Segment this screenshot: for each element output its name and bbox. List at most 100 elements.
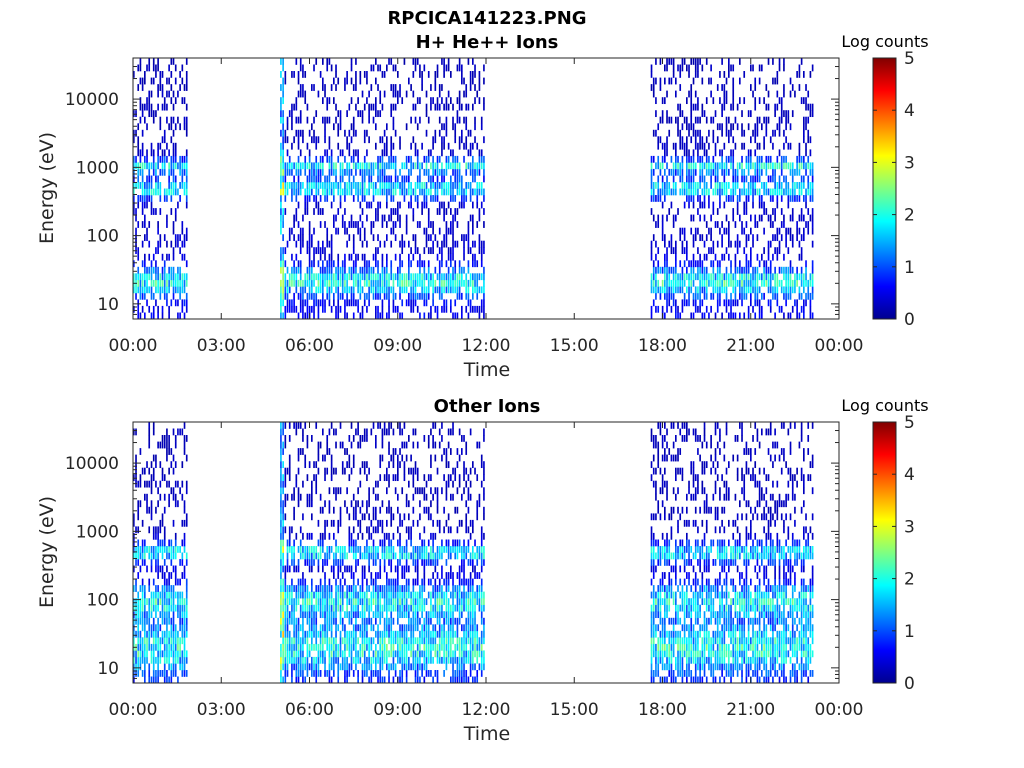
heatmap-cell: [322, 168, 324, 176]
heatmap-cell: [166, 670, 168, 677]
heatmap-cell: [155, 188, 157, 196]
heatmap-cell: [723, 299, 726, 307]
heatmap-cell: [803, 162, 805, 170]
heatmap-cell: [341, 188, 344, 196]
heatmap-cell: [348, 663, 351, 671]
heatmap-cell: [798, 240, 801, 248]
heatmap-cell: [322, 611, 324, 619]
heatmap-cell: [690, 97, 693, 105]
heatmap-cell: [148, 97, 151, 105]
heatmap-cell: [787, 201, 790, 209]
heatmap-cell: [392, 305, 395, 313]
heatmap-cell: [297, 77, 300, 85]
heatmap-cell: [163, 435, 166, 442]
heatmap-cell: [474, 175, 476, 183]
heatmap-cell: [137, 64, 140, 72]
heatmap-cell: [390, 155, 393, 163]
heatmap-cell: [148, 286, 151, 294]
heatmap-cell: [319, 637, 322, 645]
heatmap-cell: [308, 591, 311, 599]
heatmap-cell: [377, 208, 379, 215]
heatmap-cell: [752, 240, 754, 248]
heatmap-cell: [148, 506, 151, 514]
heatmap-cell: [754, 84, 757, 91]
heatmap-cell: [794, 299, 796, 307]
heatmap-cell: [381, 71, 384, 78]
heatmap-cell: [350, 292, 353, 300]
heatmap-cell: [401, 247, 404, 255]
heatmap-cell: [758, 116, 761, 124]
heatmap-cell: [752, 201, 754, 209]
heatmap-cell: [467, 58, 470, 65]
heatmap-cell: [375, 292, 377, 300]
heatmap-cell: [780, 305, 783, 313]
heatmap-cell: [315, 292, 318, 300]
heatmap-cell: [344, 279, 346, 287]
heatmap-cell: [372, 64, 375, 72]
heatmap-cell: [416, 155, 419, 163]
heatmap-cell: [719, 273, 721, 281]
heatmap-cell: [139, 182, 142, 189]
heatmap-cell: [168, 630, 170, 638]
heatmap-cell: [333, 552, 335, 560]
heatmap-cell: [694, 227, 697, 235]
heatmap-cell: [803, 299, 805, 307]
heatmap-cell: [177, 546, 179, 553]
heatmap-cell: [280, 513, 282, 521]
heatmap-cell: [456, 182, 459, 189]
heatmap-cell: [291, 598, 293, 606]
heatmap-cell: [328, 428, 331, 436]
heatmap-cell: [397, 305, 399, 313]
heatmap-cell: [383, 162, 386, 170]
heatmap-cell: [472, 240, 474, 248]
heatmap-cell: [293, 136, 295, 144]
heatmap-cell: [141, 103, 144, 111]
heatmap-cell: [282, 64, 284, 72]
heatmap-cell: [370, 64, 373, 72]
heatmap-cell: [697, 247, 699, 255]
heatmap-cell: [286, 637, 289, 645]
heatmap-cell: [350, 546, 353, 553]
heatmap-cell: [397, 90, 399, 98]
heatmap-cell: [363, 598, 366, 606]
heatmap-cell: [344, 448, 346, 455]
heatmap-cell: [699, 253, 701, 261]
heatmap-cell: [359, 526, 362, 534]
heatmap-cell: [322, 84, 324, 91]
heatmap-cell: [133, 305, 135, 313]
heatmap-cell: [159, 637, 162, 645]
heatmap-cell: [458, 97, 461, 105]
heatmap-cell: [732, 149, 735, 157]
heatmap-cell: [692, 201, 695, 209]
heatmap-cell: [478, 168, 481, 176]
heatmap-cell: [174, 175, 177, 183]
heatmap-cell: [172, 585, 175, 592]
heatmap-cell: [286, 266, 289, 274]
heatmap-cell: [452, 155, 454, 163]
heatmap-cell: [341, 585, 344, 592]
heatmap-cell: [730, 64, 732, 72]
heatmap-cell: [326, 670, 329, 677]
heatmap-cell: [328, 299, 331, 307]
heatmap-cell: [155, 168, 157, 176]
heatmap-cell: [359, 71, 362, 78]
heatmap-cell: [361, 572, 364, 579]
heatmap-cell: [703, 273, 706, 281]
heatmap-cell: [135, 630, 137, 638]
heatmap-cell: [137, 480, 140, 488]
heatmap-cell: [282, 650, 284, 658]
heatmap-cell: [146, 611, 148, 619]
heatmap-cell: [783, 188, 785, 196]
heatmap-cell: [705, 305, 708, 313]
heatmap-cell: [652, 299, 655, 307]
heatmap-cell: [352, 260, 355, 268]
heatmap-cell: [163, 188, 166, 196]
heatmap-cell: [315, 162, 318, 170]
heatmap-cell: [183, 312, 186, 319]
heatmap-cell: [666, 299, 668, 307]
heatmap-cell: [675, 305, 677, 313]
heatmap-cell: [690, 273, 693, 281]
heatmap-cell: [363, 670, 366, 677]
heatmap-cell: [811, 221, 814, 228]
heatmap-cell: [372, 162, 375, 170]
